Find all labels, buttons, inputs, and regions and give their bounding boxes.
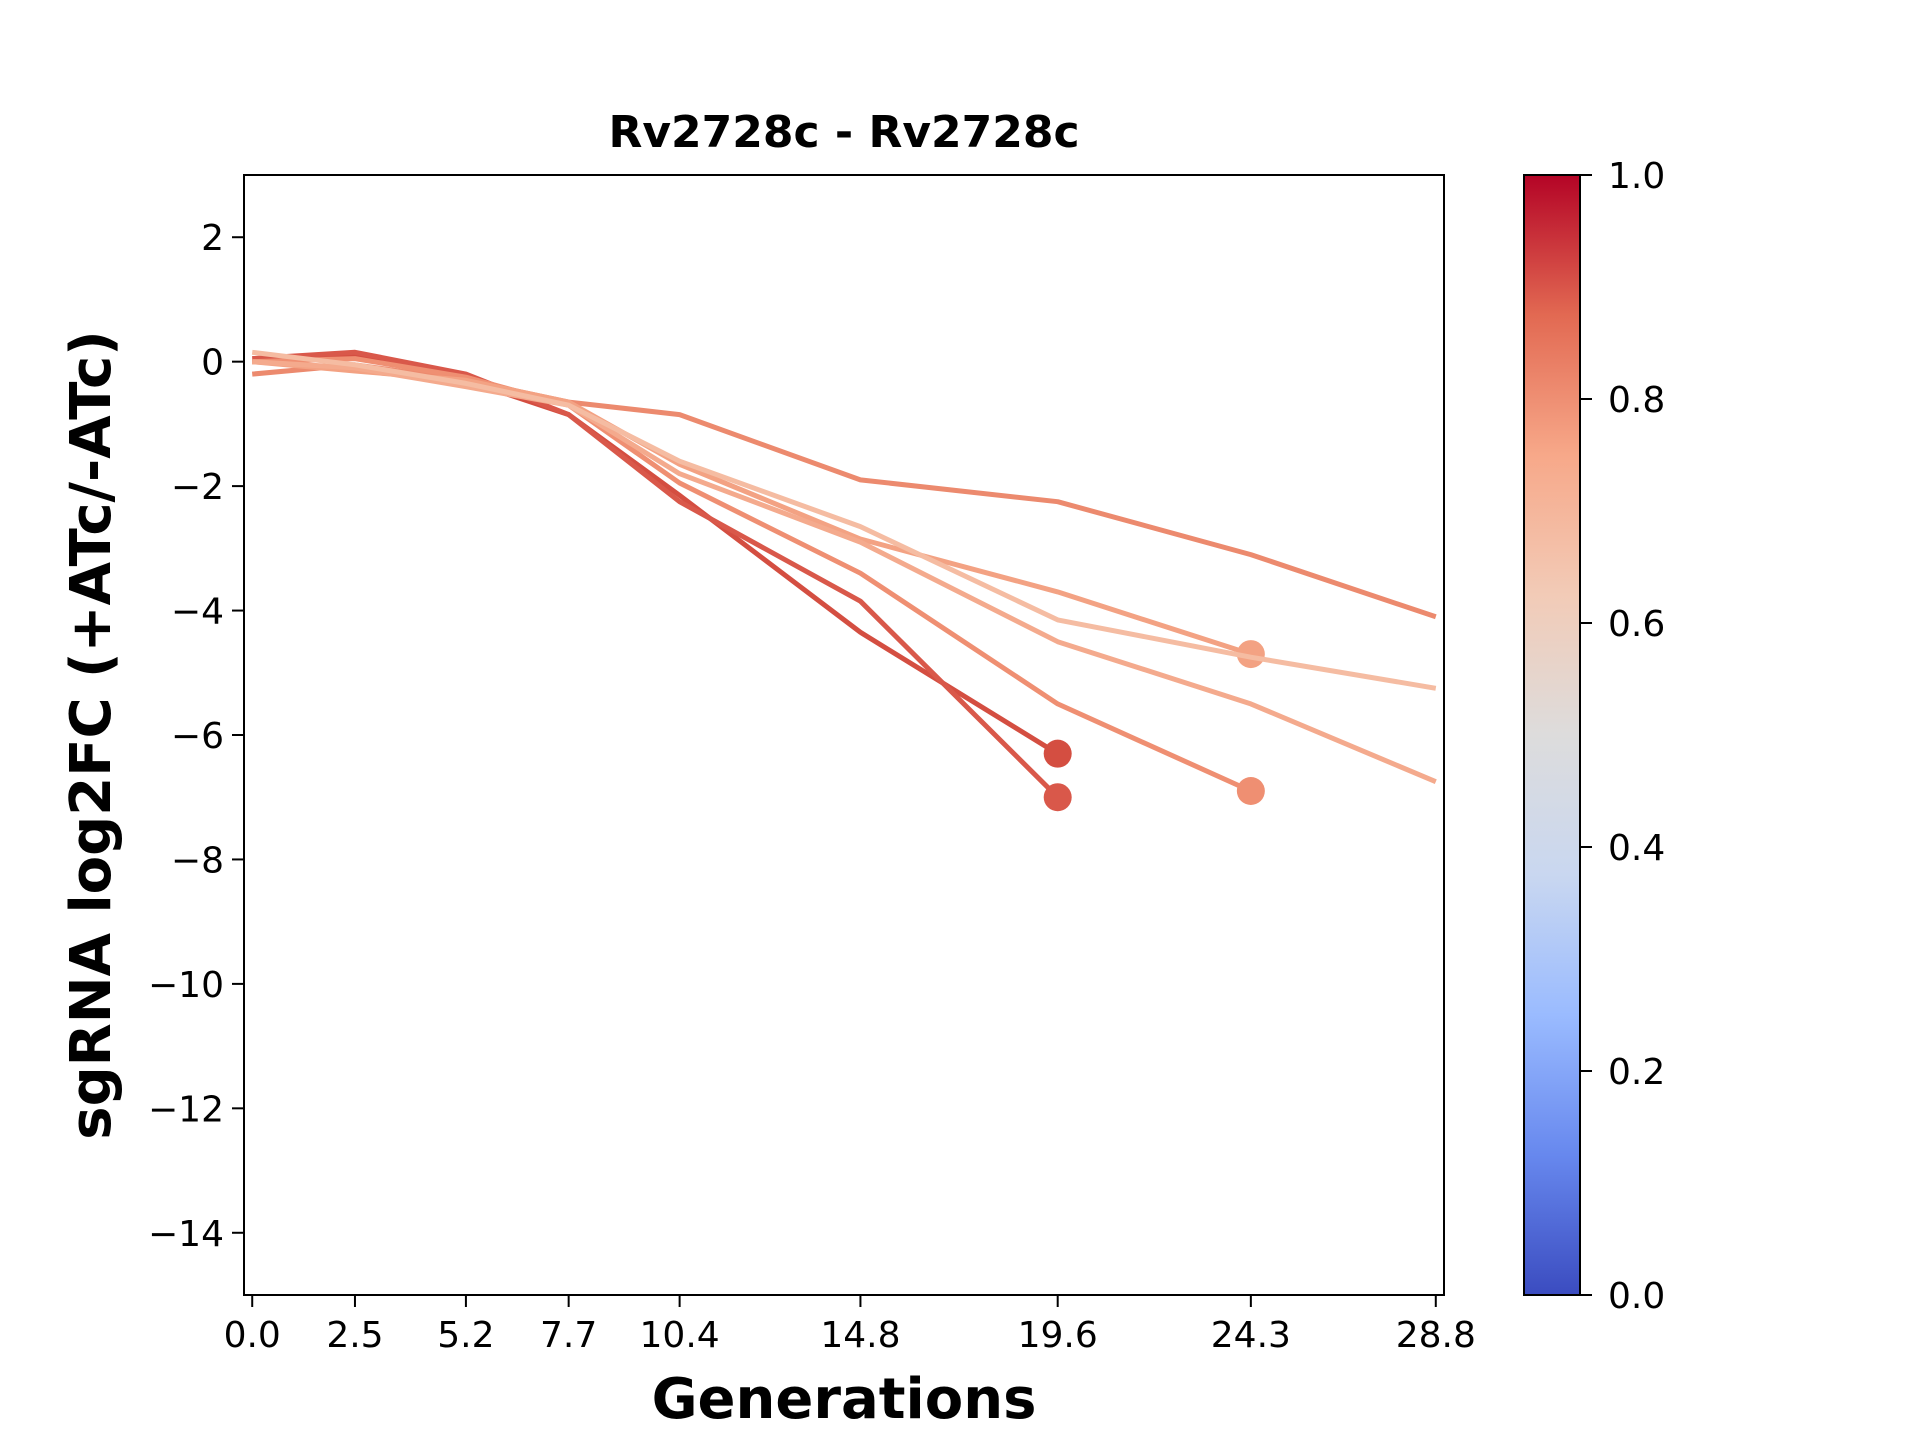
x-tick-label: 14.8 xyxy=(820,1315,900,1356)
x-axis: 0.0 2.5 5.2 7.7 10.4 14.8 19.6 24.3 28.8 xyxy=(224,1295,1476,1356)
plot-frame xyxy=(243,174,1445,1296)
chart-title: Rv2728c - Rv2728c xyxy=(608,107,1079,158)
x-axis-label: Generations xyxy=(652,1367,1037,1432)
y-tick-label: −8 xyxy=(171,840,224,881)
colorbar xyxy=(1523,174,1581,1296)
y-tick-label: −6 xyxy=(171,716,224,757)
x-tick-label: 7.7 xyxy=(540,1315,597,1356)
series-end-marker xyxy=(1236,640,1265,669)
colorbar-axis: 0.0 0.2 0.4 0.6 0.8 1.0 xyxy=(1580,156,1665,1317)
x-tick-label: 28.8 xyxy=(1396,1315,1476,1356)
y-axis-label: sgRNA log2FC (+ATc/-ATc) xyxy=(59,330,124,1140)
y-tick-label: −4 xyxy=(171,592,224,633)
y-tick-label: 0 xyxy=(201,343,224,384)
colorbar-tick-label: 1.0 xyxy=(1608,156,1665,197)
y-tick-label: −12 xyxy=(148,1089,224,1130)
colorbar-tick-label: 0.6 xyxy=(1608,604,1665,645)
colorbar-tick-label: 0.0 xyxy=(1608,1276,1665,1317)
colorbar-tick-label: 0.2 xyxy=(1608,1052,1665,1093)
series-line xyxy=(251,359,1252,657)
series-layer xyxy=(251,349,1437,812)
series-line xyxy=(251,362,1437,620)
x-tick-label: 19.6 xyxy=(1018,1315,1098,1356)
series-end-marker xyxy=(1043,739,1072,768)
y-tick-label: −14 xyxy=(148,1214,224,1255)
series-line xyxy=(252,349,1060,799)
y-tick-label: −10 xyxy=(148,965,224,1006)
series-end-marker xyxy=(1236,777,1265,805)
y-tick-label: 2 xyxy=(201,218,224,259)
colorbar-tick-label: 0.8 xyxy=(1608,380,1665,421)
x-tick-label: 24.3 xyxy=(1211,1315,1291,1356)
y-axis: 2 0 −2 −4 −6 −8 −10 −12 −14 xyxy=(148,218,244,1255)
x-tick-label: 0.0 xyxy=(224,1315,281,1356)
x-tick-label: 10.4 xyxy=(640,1315,720,1356)
series-end-marker xyxy=(1043,783,1072,812)
x-tick-label: 2.5 xyxy=(326,1315,383,1356)
series-line xyxy=(251,349,1437,691)
series-line xyxy=(252,352,1060,756)
y-tick-label: −2 xyxy=(171,467,224,508)
series-line xyxy=(252,356,1252,794)
series-line xyxy=(252,359,1437,785)
x-tick-label: 5.2 xyxy=(437,1315,494,1356)
colorbar-tick-label: 0.4 xyxy=(1608,828,1665,869)
